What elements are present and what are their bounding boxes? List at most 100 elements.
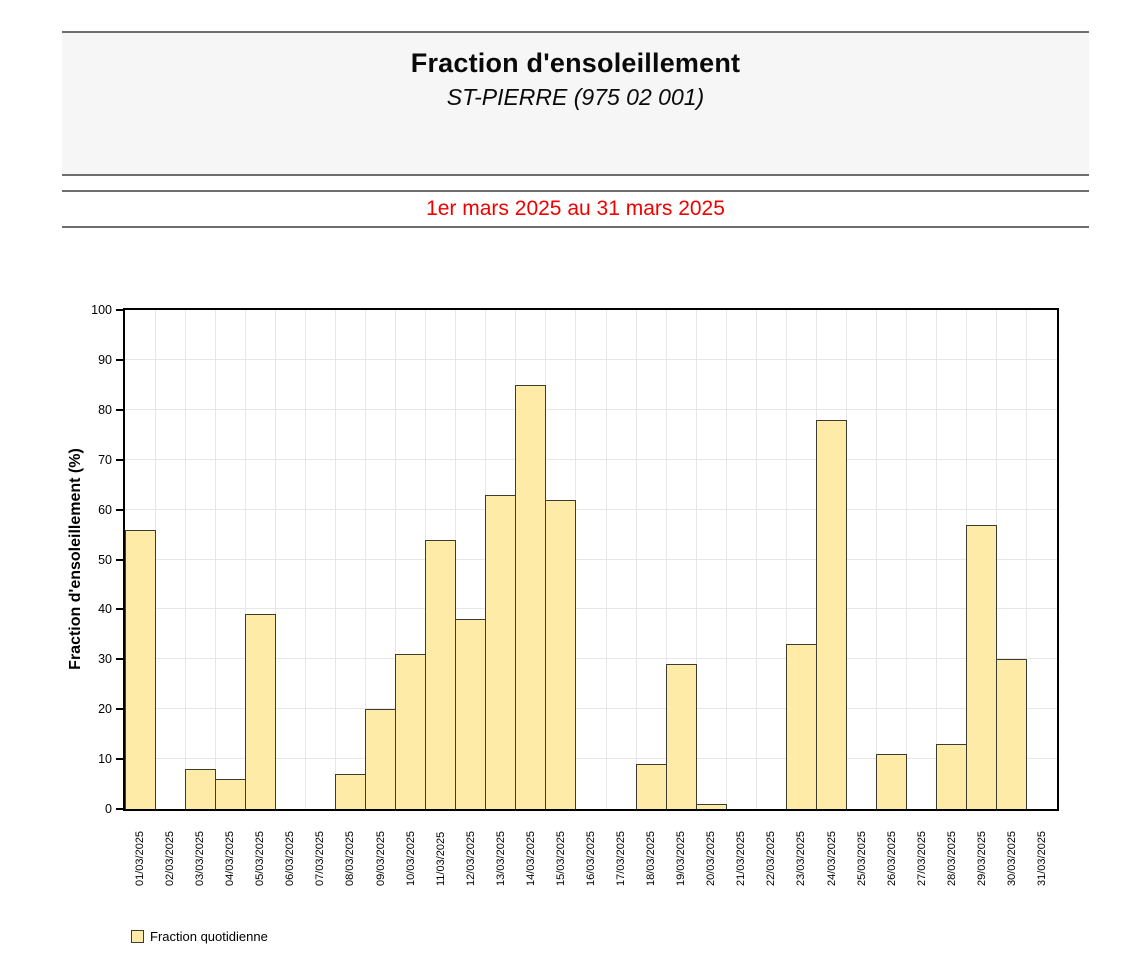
y-tick-label: 50 xyxy=(98,552,112,567)
bar xyxy=(395,654,427,809)
y-tick-mark xyxy=(116,408,123,411)
page-title: Fraction d'ensoleillement xyxy=(410,48,741,78)
bar xyxy=(515,384,547,809)
v-gridline xyxy=(785,310,787,809)
bar xyxy=(244,614,276,809)
v-gridline xyxy=(876,310,878,809)
x-tick-label: 26/03/2025 xyxy=(885,830,898,886)
h-gridline xyxy=(125,708,1057,710)
y-tick-label: 30 xyxy=(98,652,112,667)
y-tick-mark xyxy=(116,808,123,810)
y-tick-mark xyxy=(116,508,123,511)
y-tick-mark xyxy=(116,708,123,711)
x-tick-label: 23/03/2025 xyxy=(795,830,808,886)
y-tick-label: 20 xyxy=(98,702,112,717)
v-gridline xyxy=(605,310,607,809)
x-tick-label: 30/03/2025 xyxy=(1005,830,1018,886)
x-tick-label: 29/03/2025 xyxy=(975,830,988,886)
x-tick-label: 08/03/2025 xyxy=(344,830,357,886)
x-tick-label: 09/03/2025 xyxy=(374,830,387,886)
y-tick-mark xyxy=(116,358,123,361)
x-tick-label: 01/03/2025 xyxy=(134,830,147,886)
h-gridline xyxy=(125,358,1057,360)
x-tick-label: 20/03/2025 xyxy=(705,830,718,886)
header-band: Fraction d'ensoleillement ST-PIERRE (975… xyxy=(62,31,1089,176)
x-tick-label: 15/03/2025 xyxy=(554,830,567,886)
h-gridline xyxy=(125,758,1057,760)
period-band: 1er mars 2025 au 31 mars 2025 xyxy=(62,190,1089,228)
v-gridline xyxy=(274,310,276,809)
x-tick-label: 18/03/2025 xyxy=(645,830,658,886)
bar xyxy=(184,769,216,809)
v-gridline xyxy=(184,310,186,809)
v-gridline xyxy=(635,310,637,809)
bar xyxy=(334,774,366,809)
v-gridline xyxy=(725,310,727,809)
bar xyxy=(996,659,1028,809)
x-tick-label: 12/03/2025 xyxy=(464,830,477,886)
bar xyxy=(214,779,246,809)
legend-swatch-icon xyxy=(131,930,144,943)
x-tick-label: 27/03/2025 xyxy=(915,830,928,886)
x-tick-label: 11/03/2025 xyxy=(434,831,447,886)
v-gridline xyxy=(695,310,697,809)
bar xyxy=(545,499,577,809)
v-gridline xyxy=(244,310,246,809)
v-gridline xyxy=(755,310,757,809)
y-tick-label: 0 xyxy=(105,802,112,816)
y-tick-label: 90 xyxy=(98,352,112,367)
x-tick-label: 31/03/2025 xyxy=(1035,830,1048,886)
y-tick-mark xyxy=(116,309,123,311)
x-tick-label: 04/03/2025 xyxy=(224,830,237,886)
x-tick-label: 14/03/2025 xyxy=(524,830,537,886)
bar xyxy=(635,764,667,809)
h-gridline xyxy=(125,408,1057,410)
h-gridline xyxy=(125,658,1057,660)
x-tick-label: 17/03/2025 xyxy=(615,830,628,886)
station-subtitle: ST-PIERRE (975 02 001) xyxy=(446,84,705,110)
bar xyxy=(665,664,697,809)
y-tick-label: 60 xyxy=(98,502,112,517)
y-tick-mark xyxy=(116,458,123,461)
bar xyxy=(455,619,487,809)
x-tick-label: 22/03/2025 xyxy=(765,830,778,886)
v-gridline xyxy=(936,310,938,809)
x-tick-label: 13/03/2025 xyxy=(494,830,507,886)
bar xyxy=(966,524,998,809)
x-tick-label: 19/03/2025 xyxy=(675,830,688,886)
bar xyxy=(876,754,908,809)
v-gridline xyxy=(365,310,367,809)
x-tick-label: 05/03/2025 xyxy=(254,830,267,886)
y-tick-mark xyxy=(116,658,123,661)
v-gridline xyxy=(395,310,397,809)
y-tick-label: 100 xyxy=(91,303,112,317)
x-tick-label: 06/03/2025 xyxy=(284,830,297,886)
v-gridline xyxy=(1026,310,1028,809)
x-tick-label: 24/03/2025 xyxy=(825,830,838,886)
x-tick-label: 25/03/2025 xyxy=(855,830,868,886)
v-gridline xyxy=(665,310,667,809)
period-label: 1er mars 2025 au 31 mars 2025 xyxy=(426,197,725,220)
x-tick-label: 10/03/2025 xyxy=(404,830,417,886)
bar xyxy=(815,419,848,809)
bar xyxy=(485,494,517,809)
bar xyxy=(695,804,727,809)
h-gridline xyxy=(125,558,1057,560)
bar xyxy=(124,529,156,809)
bar xyxy=(425,539,457,809)
y-tick-mark xyxy=(116,608,123,611)
chart-legend: Fraction quotidienne xyxy=(131,929,268,944)
y-tick-label: 10 xyxy=(98,752,112,767)
x-tick-label: 21/03/2025 xyxy=(735,830,748,886)
bar xyxy=(936,744,968,809)
y-tick-label: 80 xyxy=(98,402,112,417)
v-gridline xyxy=(906,310,908,809)
h-gridline xyxy=(125,508,1057,510)
bar xyxy=(785,644,817,809)
h-gridline xyxy=(125,608,1057,610)
bar xyxy=(365,709,397,809)
y-tick-label: 40 xyxy=(98,602,112,617)
v-gridline xyxy=(214,310,216,809)
h-gridline xyxy=(125,458,1057,460)
